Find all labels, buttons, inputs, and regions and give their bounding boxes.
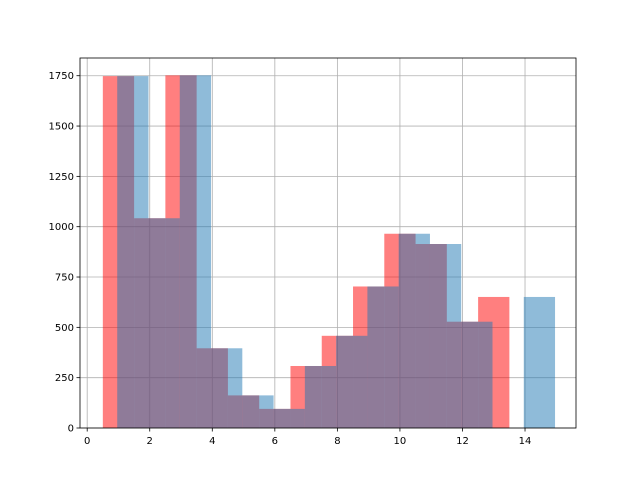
- x-tick-label: 0: [84, 436, 90, 447]
- histogram-bar-series-2: [242, 395, 274, 428]
- y-axis: 0 250 500 750 1000 1250 1500 1750: [49, 71, 80, 435]
- x-axis: 0 2 4 6 8 10 12 14: [84, 428, 531, 447]
- histogram-bar-series-2: [336, 335, 368, 428]
- y-tick-label: 1500: [49, 122, 74, 133]
- y-tick-label: 1250: [49, 172, 74, 183]
- histogram-bar-series-2: [367, 286, 399, 428]
- histogram-bar-series-2: [304, 365, 337, 428]
- histogram-bar-series-2: [117, 76, 149, 428]
- y-tick-label: 1000: [49, 222, 74, 233]
- x-tick-label: 2: [147, 436, 153, 447]
- histogram-bar-series-2: [273, 408, 305, 428]
- x-tick-label: 14: [519, 436, 532, 447]
- x-tick-label: 8: [334, 436, 340, 447]
- histogram-bar-series-2: [523, 296, 556, 428]
- x-tick-label: 10: [394, 436, 407, 447]
- y-tick-label: 250: [55, 373, 74, 384]
- y-tick-label: 1750: [49, 71, 74, 82]
- y-tick-label: 500: [55, 323, 74, 334]
- histogram-bar-series-2: [398, 233, 430, 428]
- histogram-bar-series-2: [429, 244, 462, 428]
- bars: [102, 75, 556, 429]
- y-tick-label: 750: [55, 273, 74, 284]
- histogram-bar-series-2: [461, 321, 493, 428]
- x-tick-label: 4: [209, 436, 215, 447]
- axes-frame: [79, 57, 577, 429]
- x-tick-label: 12: [456, 436, 469, 447]
- y-tick-label: 0: [68, 424, 74, 435]
- histogram-bar-series-2: [211, 348, 243, 428]
- histogram-bar-series-2: [179, 75, 212, 429]
- histogram-bar-series-2: [148, 218, 180, 428]
- x-tick-label: 6: [272, 436, 278, 447]
